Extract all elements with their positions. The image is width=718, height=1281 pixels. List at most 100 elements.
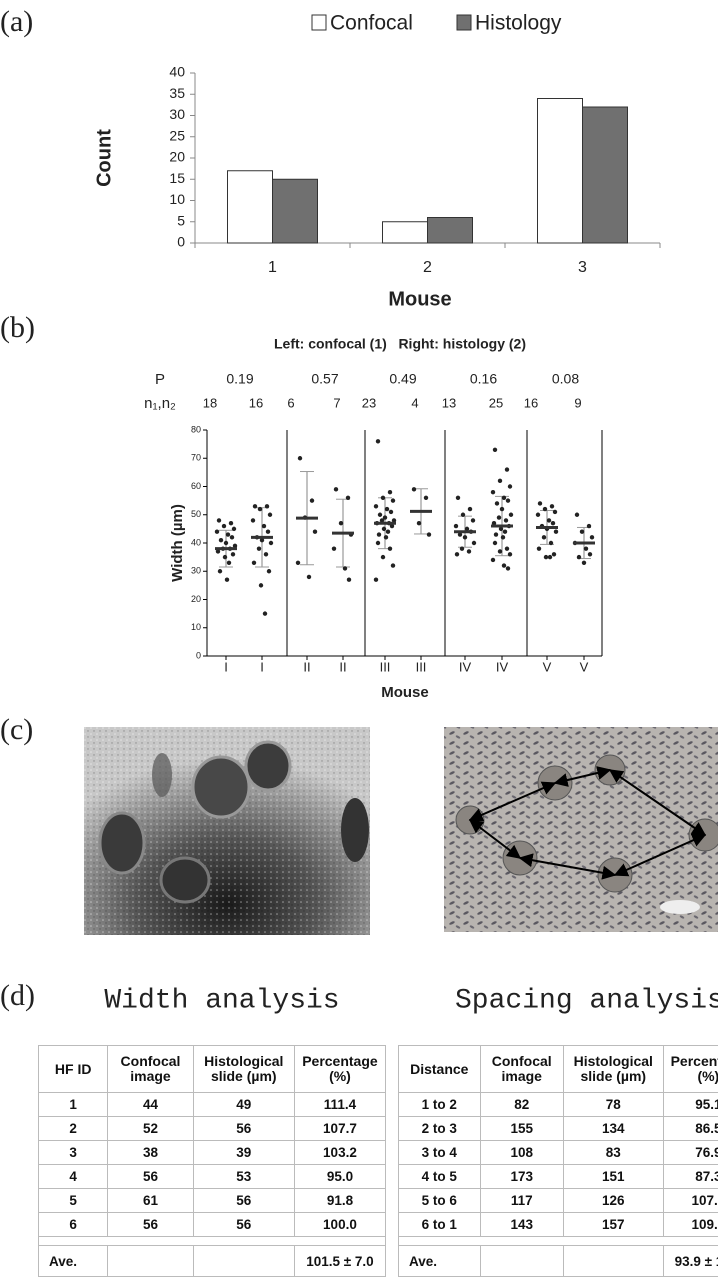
data-point (230, 535, 234, 539)
data-point (226, 532, 230, 536)
data-point (494, 532, 498, 536)
data-point (577, 555, 581, 559)
data-point (231, 552, 235, 556)
data-point (347, 578, 351, 582)
cell: 86.5 (663, 1117, 718, 1141)
data-point (472, 541, 476, 545)
header-row: HF IDConfocal imageHistological slide (µ… (39, 1046, 386, 1093)
y-tick-label: 40 (169, 64, 185, 80)
data-point (381, 555, 385, 559)
cell (563, 1246, 663, 1277)
data-point (224, 541, 228, 545)
data-point (377, 532, 381, 536)
cell: 4 (39, 1165, 108, 1189)
cell: 83 (563, 1141, 663, 1165)
data-point (222, 524, 226, 528)
cell: 101.5 ± 7.0 (294, 1246, 385, 1277)
data-point (587, 524, 591, 528)
header-cell: Histological slide (µm) (193, 1046, 294, 1093)
data-point (495, 501, 499, 505)
data-point (381, 496, 385, 500)
cell (108, 1246, 193, 1277)
x-tick-label: I (260, 659, 264, 674)
data-point (266, 530, 270, 534)
n-value: 16 (249, 395, 263, 410)
cell: Ave. (399, 1246, 481, 1277)
row: 14449111.4 (39, 1093, 386, 1117)
data-point (554, 530, 558, 534)
cell: 6 (39, 1213, 108, 1237)
row: 5 to 6117126107.7 (399, 1189, 718, 1213)
width-table: HF IDConfocal imageHistological slide (µ… (38, 1045, 390, 1277)
data-point (391, 563, 395, 567)
cell: 134 (563, 1117, 663, 1141)
data-point (584, 546, 588, 550)
data-point (217, 518, 221, 522)
data-point (582, 561, 586, 565)
panel-label: (a) (0, 5, 33, 38)
y-tick-label: 40 (191, 537, 201, 547)
data-point (265, 504, 269, 508)
spacing-table: DistanceConfocal imageHistological slide… (398, 1045, 718, 1277)
data-point (389, 510, 393, 514)
row: 65656100.0 (39, 1213, 386, 1237)
data-point (467, 549, 471, 553)
header-cell: Confocal image (108, 1046, 193, 1093)
x-tick-label: 1 (268, 259, 277, 276)
y-tick-label: 25 (169, 127, 185, 143)
data-point (225, 578, 229, 582)
cell: 108 (480, 1141, 563, 1165)
data-point (215, 530, 219, 534)
data-point (218, 569, 222, 573)
gap-cell (399, 1237, 718, 1246)
x-tick-label: 2 (423, 259, 432, 276)
data-point (463, 535, 467, 539)
data-point (543, 507, 547, 511)
data-point (502, 496, 506, 500)
n-value: 25 (489, 395, 503, 410)
data-point (505, 467, 509, 471)
p-value: 0.57 (311, 371, 338, 387)
y-tick-label: 30 (169, 106, 185, 122)
n-value: 13 (442, 395, 456, 410)
cell: 78 (563, 1093, 663, 1117)
y-tick-label: 20 (191, 594, 201, 604)
data-point (391, 498, 395, 502)
cell: 61 (108, 1189, 193, 1213)
data-point (497, 515, 501, 519)
data-point (468, 507, 472, 511)
data-point (259, 583, 263, 587)
row: 4565395.0 (39, 1165, 386, 1189)
table-title: Width analysis (104, 985, 339, 1016)
header-cell: Confocal image (480, 1046, 563, 1093)
data-point (385, 507, 389, 511)
data-point (376, 439, 380, 443)
cell: 155 (480, 1117, 563, 1141)
p-value: 0.08 (552, 371, 579, 387)
x-axis-label: Mouse (381, 684, 429, 701)
cell: 95.0 (294, 1165, 385, 1189)
y-tick-label: 35 (169, 85, 185, 101)
header-cell: Percentage (%) (663, 1046, 718, 1093)
data-point (550, 504, 554, 508)
y-tick-label: 20 (169, 149, 185, 165)
data-point (253, 504, 257, 508)
data-point (506, 566, 510, 570)
p-value: 0.19 (226, 371, 253, 387)
cell: 4 to 5 (399, 1165, 481, 1189)
cell: 107.7 (294, 1117, 385, 1141)
data-point (501, 535, 505, 539)
data-point (269, 541, 273, 545)
data-point (508, 484, 512, 488)
cell: 6 to 1 (399, 1213, 481, 1237)
cell: 3 to 4 (399, 1141, 481, 1165)
y-tick-label: 15 (169, 170, 185, 186)
bar (228, 171, 273, 243)
data-point (384, 535, 388, 539)
